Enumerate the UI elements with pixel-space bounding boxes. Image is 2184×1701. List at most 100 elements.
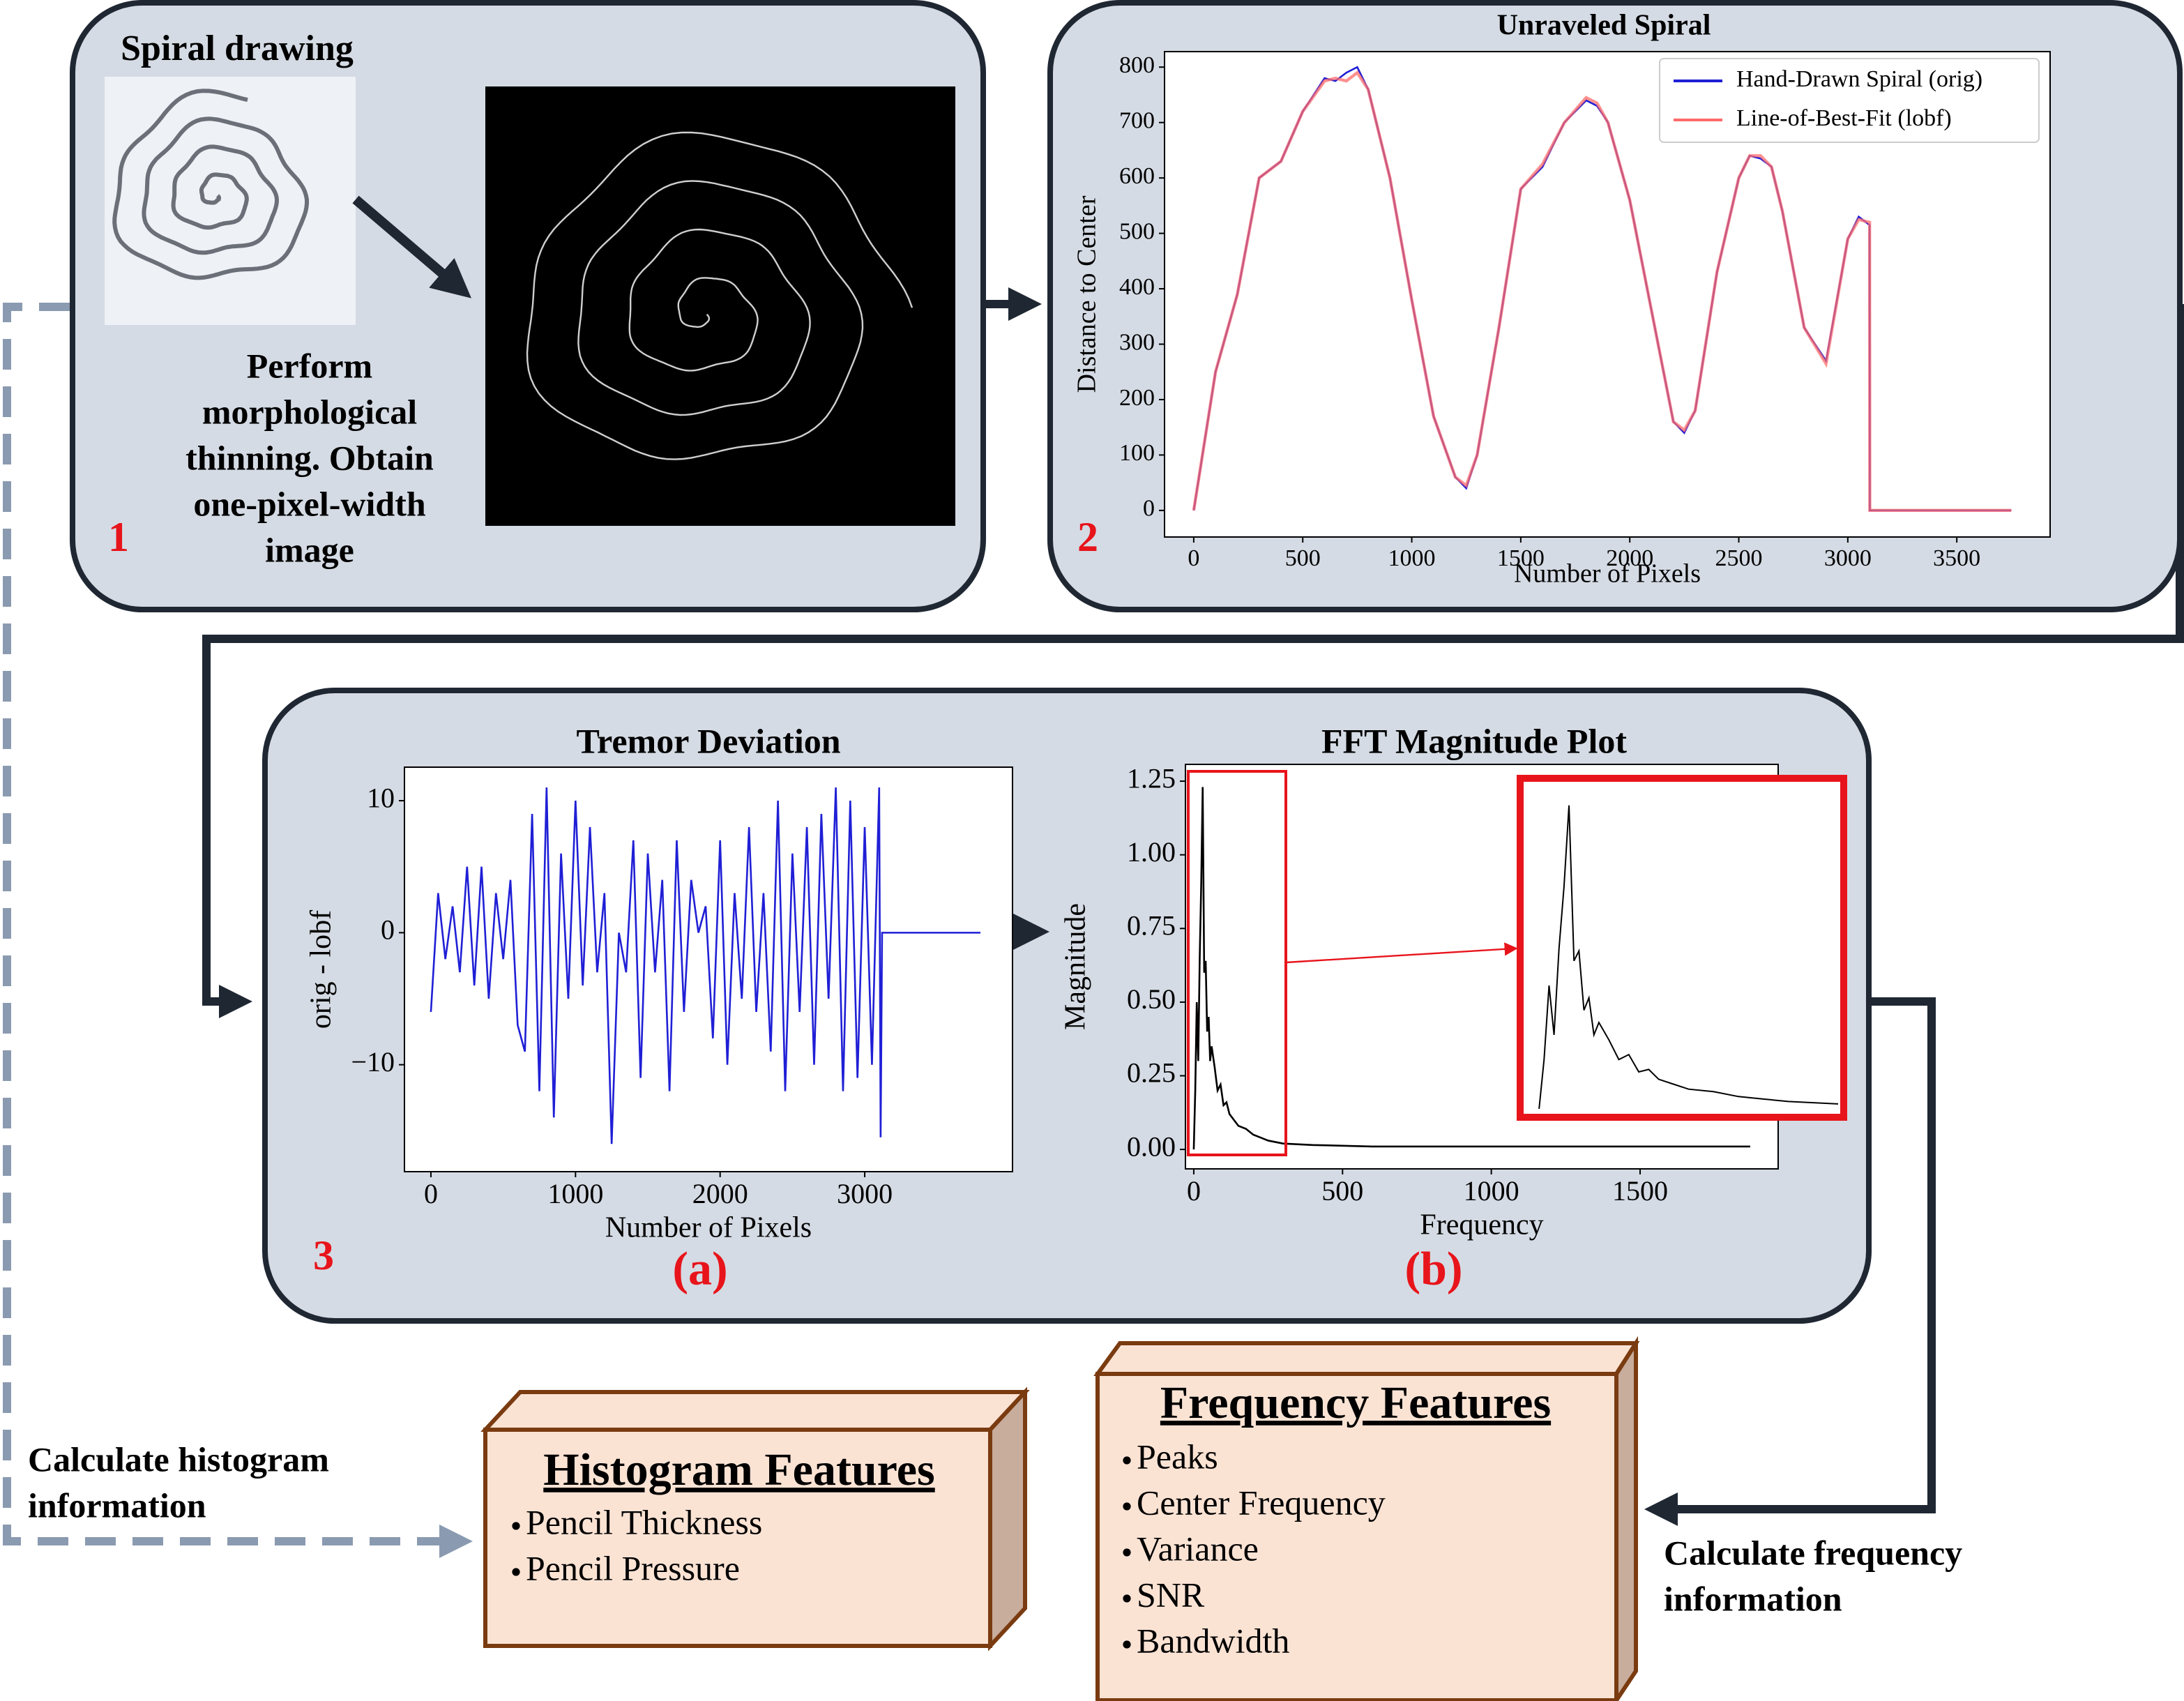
zoom-region bbox=[1187, 770, 1287, 1156]
bullet bbox=[1123, 1548, 1131, 1557]
zoom-arrow bbox=[1285, 942, 1518, 964]
x-tick-label: 3500 bbox=[1933, 545, 1980, 571]
legend-label: Hand-Drawn Spiral (orig) bbox=[1736, 66, 1982, 92]
panel-number: 1 bbox=[108, 514, 129, 560]
y-axis-label: orig - lobf bbox=[305, 910, 338, 1029]
data-line bbox=[1192, 787, 1750, 1150]
x-tick-label: 1000 bbox=[1388, 545, 1436, 571]
box-item: Peaks bbox=[1137, 1437, 1218, 1476]
sublabel: (b) bbox=[1404, 1242, 1462, 1295]
x-tick-label: 2000 bbox=[692, 1178, 748, 1209]
y-tick-label: 0.50 bbox=[1127, 983, 1176, 1015]
caption-line: Perform bbox=[247, 346, 372, 385]
panel-number: 3 bbox=[313, 1232, 334, 1278]
edge-label: Calculate frequency bbox=[1664, 1533, 1962, 1572]
box-top bbox=[1093, 1341, 1640, 1376]
x-tick-label: 1000 bbox=[547, 1178, 603, 1209]
bullet bbox=[1123, 1502, 1131, 1511]
dashed-connector bbox=[3, 303, 473, 1558]
box-side bbox=[988, 1386, 1027, 1651]
box-item: Pencil Pressure bbox=[526, 1548, 740, 1587]
x-tick-label: 2500 bbox=[1715, 545, 1763, 571]
chart-title: Unraveled Spiral bbox=[1497, 10, 1711, 42]
y-tick-label: −10 bbox=[351, 1046, 395, 1078]
bullet bbox=[1123, 1640, 1131, 1649]
y-tick-label: 100 bbox=[1119, 440, 1155, 466]
y-tick-label: 700 bbox=[1119, 107, 1155, 133]
box-title: Histogram Features bbox=[543, 1444, 934, 1495]
x-axis-label: Frequency bbox=[1420, 1209, 1543, 1241]
y-tick-label: 400 bbox=[1119, 274, 1155, 300]
sublabel: (a) bbox=[672, 1242, 727, 1295]
bullet bbox=[1123, 1594, 1131, 1603]
y-tick-label: 0 bbox=[1143, 496, 1155, 522]
box-item: Bandwidth bbox=[1137, 1621, 1289, 1660]
legend-label: Line-of-Best-Fit (lobf) bbox=[1736, 105, 1952, 131]
x-tick-label: 0 bbox=[424, 1178, 438, 1209]
box-item: Center Frequency bbox=[1137, 1483, 1386, 1522]
edge-label: information bbox=[1664, 1579, 1842, 1618]
x-axis-label: Number of Pixels bbox=[1514, 559, 1701, 589]
box-title: Frequency Features bbox=[1160, 1377, 1551, 1428]
box-item: Pencil Thickness bbox=[526, 1502, 762, 1541]
y-tick-label: 0.00 bbox=[1127, 1131, 1176, 1162]
y-tick-label: 300 bbox=[1119, 329, 1155, 355]
x-tick-label: 1000 bbox=[1464, 1175, 1519, 1207]
spiral-stroke bbox=[112, 89, 309, 280]
edge-label: information bbox=[28, 1485, 206, 1525]
connector bbox=[1644, 997, 1936, 1526]
panel-number: 2 bbox=[1077, 514, 1098, 560]
caption-line: image bbox=[265, 530, 354, 569]
arrow bbox=[352, 195, 471, 298]
y-tick-label: 0 bbox=[381, 914, 395, 946]
frequency-box bbox=[1093, 1336, 1640, 1701]
bullet bbox=[1123, 1456, 1131, 1465]
x-tick-label: 3000 bbox=[837, 1178, 893, 1209]
box-front bbox=[483, 1428, 992, 1648]
bullet bbox=[512, 1568, 520, 1576]
x-tick-label: 1500 bbox=[1497, 545, 1545, 571]
bullet bbox=[512, 1522, 520, 1530]
caption-line: one-pixel-width bbox=[193, 484, 426, 523]
box-front bbox=[1095, 1372, 1618, 1701]
x-tick-label: 3000 bbox=[1824, 545, 1872, 571]
histogram-box bbox=[480, 1386, 1030, 1651]
edge-label: Calculate histogram bbox=[28, 1439, 329, 1479]
y-tick-label: 200 bbox=[1119, 385, 1155, 411]
caption-line: morphological bbox=[202, 392, 417, 431]
spiral-stroke bbox=[526, 131, 913, 460]
spiral-sketch bbox=[112, 89, 309, 280]
x-tick-label: 0 bbox=[1188, 545, 1199, 571]
panel-title: Spiral drawing bbox=[121, 29, 354, 68]
x-axis-label: Number of Pixels bbox=[605, 1212, 812, 1244]
box-side bbox=[1614, 1336, 1638, 1701]
y-tick-label: 1.25 bbox=[1127, 762, 1176, 794]
y-tick-label: 10 bbox=[367, 782, 395, 813]
box-top bbox=[480, 1390, 1030, 1432]
thinned-image bbox=[485, 86, 955, 526]
thinned-spiral bbox=[526, 131, 913, 460]
x-tick-label: 2000 bbox=[1606, 545, 1653, 571]
spiral-photo bbox=[105, 77, 356, 325]
data-line bbox=[430, 787, 980, 1144]
caption: Perform morphological thinning. Obtain one-… bbox=[185, 346, 434, 569]
x-tick-label: 0 bbox=[1187, 1175, 1201, 1207]
x-tick-label: 1500 bbox=[1612, 1175, 1668, 1207]
chart-title: Tremor Deviation bbox=[576, 721, 840, 760]
y-tick-label: 0.75 bbox=[1127, 909, 1176, 941]
y-tick-label: 0.25 bbox=[1127, 1057, 1176, 1089]
x-tick-label: 500 bbox=[1285, 545, 1321, 571]
chart-title: FFT Magnitude Plot bbox=[1321, 721, 1627, 760]
zoom-inset bbox=[1517, 775, 1847, 1121]
data-line bbox=[1192, 70, 2012, 513]
y-axis-label: Magnitude bbox=[1060, 903, 1092, 1030]
box-item: SNR bbox=[1137, 1575, 1205, 1614]
y-axis-label: Distance to Center bbox=[1072, 195, 1102, 393]
caption-line: thinning. Obtain bbox=[185, 438, 434, 477]
zoom-line bbox=[1538, 805, 1839, 1110]
y-tick-label: 1.00 bbox=[1127, 836, 1176, 868]
y-tick-label: 800 bbox=[1119, 52, 1155, 78]
box-item: Variance bbox=[1137, 1529, 1259, 1568]
legend bbox=[1659, 58, 2040, 143]
